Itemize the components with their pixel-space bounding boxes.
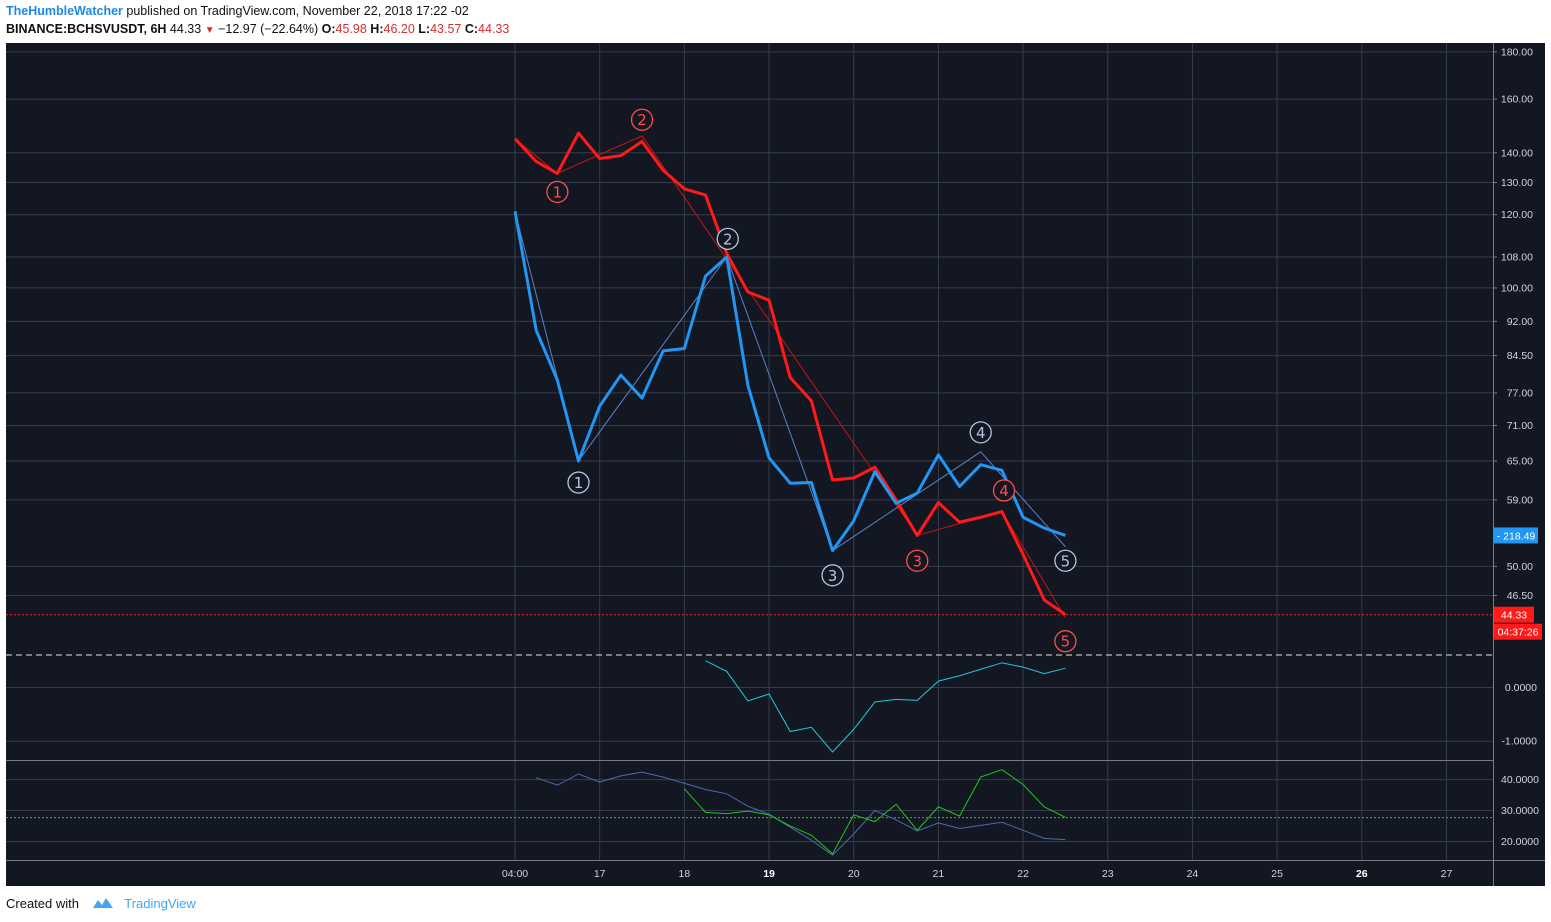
x-tick-label: 18 bbox=[679, 868, 691, 880]
ohlc-line: BINANCE:BCHSVUSDT, 6H 44.33 ▼ −12.97 (−2… bbox=[6, 22, 509, 36]
tradingview-brand-link[interactable]: TradingView bbox=[124, 896, 196, 911]
y-tick-label: 46.50 bbox=[1507, 590, 1533, 602]
last-price: 44.33 bbox=[169, 22, 202, 36]
countdown-tag-label: 04:37:26 bbox=[1498, 627, 1539, 639]
close-label: C: bbox=[464, 22, 479, 36]
red-wave-marker-label: 3 bbox=[912, 552, 922, 570]
y-tick-label: 59.00 bbox=[1507, 494, 1533, 506]
x-tick-label: 22 bbox=[1017, 868, 1029, 880]
y-tick-label: 120.00 bbox=[1501, 209, 1533, 221]
last-price-tag-label: 44.33 bbox=[1501, 610, 1527, 622]
blue-wave-marker bbox=[821, 564, 844, 587]
y-tick-label: 50.00 bbox=[1507, 561, 1533, 573]
y-tick-label: 30.0000 bbox=[1501, 805, 1539, 817]
price-change: −12.97 (−22.64%) bbox=[218, 22, 319, 36]
cyan-oscillator-series bbox=[705, 660, 1066, 753]
x-tick-label: 25 bbox=[1271, 868, 1283, 880]
blue-price-tag bbox=[1494, 527, 1538, 544]
y-tick-label: 20.0000 bbox=[1501, 836, 1539, 848]
y-tick-label: 100.00 bbox=[1501, 282, 1533, 294]
red-wave-marker-label: 4 bbox=[999, 482, 1009, 500]
red-wave-marker bbox=[906, 549, 929, 572]
y-tick-label: 160.00 bbox=[1501, 94, 1533, 106]
tradingview-logo-icon[interactable] bbox=[91, 896, 115, 913]
y-tick-label: 108.00 bbox=[1501, 252, 1533, 264]
y-tick-label: 77.00 bbox=[1507, 387, 1533, 399]
blue-wave-marker bbox=[969, 421, 992, 444]
blue-wave-marker bbox=[567, 471, 590, 494]
y-tick-label: -1.0000 bbox=[1501, 736, 1537, 748]
low-label: L: bbox=[418, 22, 431, 36]
red-wave-marker-label: 2 bbox=[637, 111, 647, 129]
countdown-tag bbox=[1494, 623, 1542, 640]
down-triangle-icon: ▼ bbox=[204, 25, 215, 36]
close-value: 44.33 bbox=[478, 22, 510, 36]
y-tick-label: 140.00 bbox=[1501, 147, 1533, 159]
green-dmi-series bbox=[683, 769, 1066, 855]
x-tick-label: 04:00 bbox=[502, 868, 528, 880]
x-tick-label: 24 bbox=[1187, 868, 1199, 880]
price-axis-background bbox=[1493, 43, 1545, 886]
red-wave-marker-label: 5 bbox=[1061, 633, 1071, 651]
publish-info: published on TradingView.com, November 2… bbox=[126, 4, 469, 18]
slate-dmi-series bbox=[536, 771, 1066, 856]
blue-wave-marker-label: 3 bbox=[828, 567, 838, 585]
y-tick-label: 130.00 bbox=[1501, 177, 1533, 189]
y-tick-label: 0.0000 bbox=[1505, 682, 1537, 694]
x-tick-label: 26 bbox=[1356, 868, 1368, 880]
x-tick-label: 19 bbox=[763, 868, 775, 880]
high-value: 46.20 bbox=[383, 22, 415, 36]
x-tick-label: 27 bbox=[1441, 868, 1453, 880]
blue-wave-marker-label: 1 bbox=[574, 474, 584, 492]
blue-wave-marker-label: 4 bbox=[976, 424, 986, 442]
y-tick-label: 40.0000 bbox=[1501, 774, 1539, 786]
y-tick-label: 71.00 bbox=[1507, 420, 1533, 432]
footer: Created with TradingView bbox=[6, 896, 196, 913]
high-label: H: bbox=[370, 22, 384, 36]
low-value: 43.57 bbox=[430, 22, 462, 36]
red-wave-marker bbox=[630, 108, 654, 131]
red-price-series bbox=[513, 131, 1067, 616]
x-tick-label: 17 bbox=[594, 868, 606, 880]
blue-wave-marker-label: 5 bbox=[1061, 552, 1071, 570]
red-wave-marker bbox=[992, 479, 1016, 502]
x-tick-label: 23 bbox=[1102, 868, 1114, 880]
blue-price-series bbox=[513, 211, 1066, 553]
y-tick-label: 65.00 bbox=[1507, 455, 1533, 467]
open-value: 45.98 bbox=[335, 22, 367, 36]
y-tick-label: 180.00 bbox=[1501, 46, 1533, 58]
blue-wave-marker-label: 2 bbox=[723, 230, 733, 248]
blue-price-tag-label: - 218.49 bbox=[1497, 530, 1536, 542]
red-wave-marker bbox=[1054, 630, 1077, 653]
x-tick-label: 21 bbox=[933, 868, 945, 880]
publish-line: TheHumbleWatcher published on TradingVie… bbox=[6, 4, 469, 18]
x-tick-label: 20 bbox=[848, 868, 860, 880]
created-with-label: Created with bbox=[6, 896, 79, 911]
y-tick-label: 92.00 bbox=[1507, 316, 1533, 328]
red-wave-marker bbox=[546, 180, 569, 204]
red-wave-marker-label: 1 bbox=[553, 183, 563, 201]
blue-wave-marker bbox=[1054, 549, 1077, 572]
open-label: O: bbox=[321, 22, 336, 36]
last-price-tag bbox=[1494, 606, 1534, 623]
y-tick-label: 84.50 bbox=[1507, 350, 1533, 362]
author-link[interactable]: TheHumbleWatcher bbox=[6, 4, 123, 18]
symbol-label: BINANCE:BCHSVUSDT, 6H bbox=[6, 22, 167, 36]
blue-wave-marker bbox=[716, 227, 739, 250]
